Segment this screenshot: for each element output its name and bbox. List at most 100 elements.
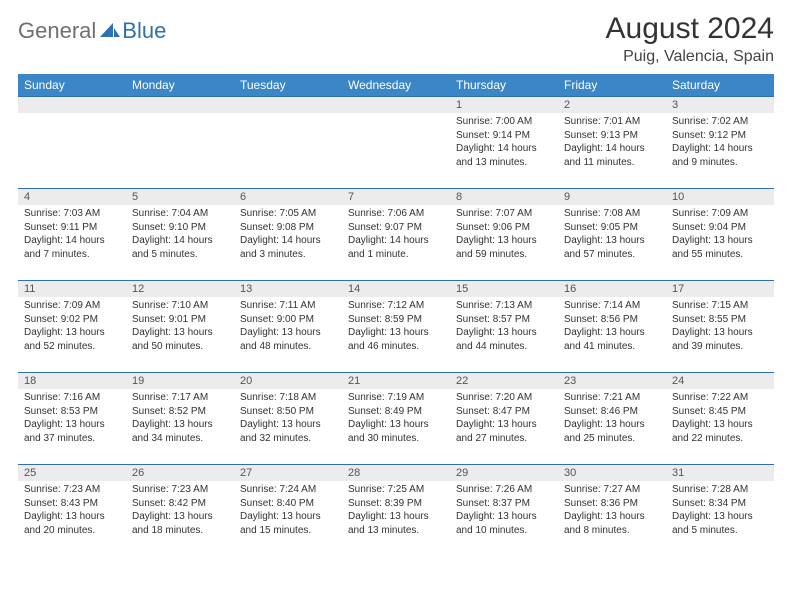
calendar-day-cell: 14Sunrise: 7:12 AMSunset: 8:59 PMDayligh… xyxy=(342,281,450,373)
weekday-header: Monday xyxy=(126,74,234,97)
day-data: Sunrise: 7:09 AMSunset: 9:02 PMDaylight:… xyxy=(18,297,126,357)
calendar-day-cell: 8Sunrise: 7:07 AMSunset: 9:06 PMDaylight… xyxy=(450,189,558,281)
day-data: Sunrise: 7:07 AMSunset: 9:06 PMDaylight:… xyxy=(450,205,558,265)
day-number: 9 xyxy=(558,189,666,205)
day-data: Sunrise: 7:08 AMSunset: 9:05 PMDaylight:… xyxy=(558,205,666,265)
calendar-week-row: 4Sunrise: 7:03 AMSunset: 9:11 PMDaylight… xyxy=(18,189,774,281)
logo-sail-icon xyxy=(100,20,120,43)
calendar-week-row: 18Sunrise: 7:16 AMSunset: 8:53 PMDayligh… xyxy=(18,373,774,465)
day-data: Sunrise: 7:10 AMSunset: 9:01 PMDaylight:… xyxy=(126,297,234,357)
day-number xyxy=(126,97,234,113)
day-number: 18 xyxy=(18,373,126,389)
calendar-day-cell: 12Sunrise: 7:10 AMSunset: 9:01 PMDayligh… xyxy=(126,281,234,373)
day-data: Sunrise: 7:20 AMSunset: 8:47 PMDaylight:… xyxy=(450,389,558,449)
calendar-week-row: 25Sunrise: 7:23 AMSunset: 8:43 PMDayligh… xyxy=(18,465,774,557)
day-number: 6 xyxy=(234,189,342,205)
day-number: 3 xyxy=(666,97,774,113)
day-number: 13 xyxy=(234,281,342,297)
calendar-day-cell: 4Sunrise: 7:03 AMSunset: 9:11 PMDaylight… xyxy=(18,189,126,281)
calendar-day-cell: 26Sunrise: 7:23 AMSunset: 8:42 PMDayligh… xyxy=(126,465,234,557)
calendar-head: SundayMondayTuesdayWednesdayThursdayFrid… xyxy=(18,74,774,97)
weekday-header: Friday xyxy=(558,74,666,97)
calendar-day-cell: 7Sunrise: 7:06 AMSunset: 9:07 PMDaylight… xyxy=(342,189,450,281)
calendar-day-cell: 29Sunrise: 7:26 AMSunset: 8:37 PMDayligh… xyxy=(450,465,558,557)
calendar-table: SundayMondayTuesdayWednesdayThursdayFrid… xyxy=(18,74,774,557)
calendar-day-cell: 24Sunrise: 7:22 AMSunset: 8:45 PMDayligh… xyxy=(666,373,774,465)
day-number: 8 xyxy=(450,189,558,205)
calendar-body: 1Sunrise: 7:00 AMSunset: 9:14 PMDaylight… xyxy=(18,97,774,557)
calendar-week-row: 11Sunrise: 7:09 AMSunset: 9:02 PMDayligh… xyxy=(18,281,774,373)
calendar-day-cell: 2Sunrise: 7:01 AMSunset: 9:13 PMDaylight… xyxy=(558,97,666,189)
day-data: Sunrise: 7:06 AMSunset: 9:07 PMDaylight:… xyxy=(342,205,450,265)
day-number: 4 xyxy=(18,189,126,205)
day-number: 17 xyxy=(666,281,774,297)
day-number: 7 xyxy=(342,189,450,205)
day-number: 21 xyxy=(342,373,450,389)
logo-text-general: General xyxy=(18,18,96,44)
day-data: Sunrise: 7:15 AMSunset: 8:55 PMDaylight:… xyxy=(666,297,774,357)
day-number: 24 xyxy=(666,373,774,389)
calendar-day-cell: 19Sunrise: 7:17 AMSunset: 8:52 PMDayligh… xyxy=(126,373,234,465)
day-number: 27 xyxy=(234,465,342,481)
weekday-header: Tuesday xyxy=(234,74,342,97)
day-number: 19 xyxy=(126,373,234,389)
calendar-day-cell: 31Sunrise: 7:28 AMSunset: 8:34 PMDayligh… xyxy=(666,465,774,557)
day-number: 30 xyxy=(558,465,666,481)
day-data: Sunrise: 7:25 AMSunset: 8:39 PMDaylight:… xyxy=(342,481,450,541)
day-data: Sunrise: 7:22 AMSunset: 8:45 PMDaylight:… xyxy=(666,389,774,449)
day-number: 10 xyxy=(666,189,774,205)
day-number: 14 xyxy=(342,281,450,297)
calendar-day-cell: 20Sunrise: 7:18 AMSunset: 8:50 PMDayligh… xyxy=(234,373,342,465)
calendar-day-cell: 17Sunrise: 7:15 AMSunset: 8:55 PMDayligh… xyxy=(666,281,774,373)
day-data: Sunrise: 7:28 AMSunset: 8:34 PMDaylight:… xyxy=(666,481,774,541)
day-number: 26 xyxy=(126,465,234,481)
day-data: Sunrise: 7:12 AMSunset: 8:59 PMDaylight:… xyxy=(342,297,450,357)
day-number xyxy=(342,97,450,113)
logo: General Blue xyxy=(18,18,166,44)
calendar-day-cell: 1Sunrise: 7:00 AMSunset: 9:14 PMDaylight… xyxy=(450,97,558,189)
day-data: Sunrise: 7:24 AMSunset: 8:40 PMDaylight:… xyxy=(234,481,342,541)
day-number: 16 xyxy=(558,281,666,297)
calendar-day-cell: 5Sunrise: 7:04 AMSunset: 9:10 PMDaylight… xyxy=(126,189,234,281)
day-number: 15 xyxy=(450,281,558,297)
day-number: 1 xyxy=(450,97,558,113)
calendar-day-cell: 3Sunrise: 7:02 AMSunset: 9:12 PMDaylight… xyxy=(666,97,774,189)
day-data: Sunrise: 7:21 AMSunset: 8:46 PMDaylight:… xyxy=(558,389,666,449)
calendar-day-cell: 13Sunrise: 7:11 AMSunset: 9:00 PMDayligh… xyxy=(234,281,342,373)
day-data: Sunrise: 7:11 AMSunset: 9:00 PMDaylight:… xyxy=(234,297,342,357)
calendar-day-cell: 16Sunrise: 7:14 AMSunset: 8:56 PMDayligh… xyxy=(558,281,666,373)
calendar-day-cell: 15Sunrise: 7:13 AMSunset: 8:57 PMDayligh… xyxy=(450,281,558,373)
day-data: Sunrise: 7:27 AMSunset: 8:36 PMDaylight:… xyxy=(558,481,666,541)
calendar-day-cell xyxy=(342,97,450,189)
calendar-day-cell: 10Sunrise: 7:09 AMSunset: 9:04 PMDayligh… xyxy=(666,189,774,281)
logo-text-blue: Blue xyxy=(122,18,166,44)
calendar-day-cell: 22Sunrise: 7:20 AMSunset: 8:47 PMDayligh… xyxy=(450,373,558,465)
day-number: 22 xyxy=(450,373,558,389)
calendar-week-row: 1Sunrise: 7:00 AMSunset: 9:14 PMDaylight… xyxy=(18,97,774,189)
day-number: 2 xyxy=(558,97,666,113)
day-data: Sunrise: 7:17 AMSunset: 8:52 PMDaylight:… xyxy=(126,389,234,449)
weekday-header: Sunday xyxy=(18,74,126,97)
calendar-day-cell: 9Sunrise: 7:08 AMSunset: 9:05 PMDaylight… xyxy=(558,189,666,281)
header: General Blue August 2024 Puig, Valencia,… xyxy=(18,12,774,66)
calendar-day-cell xyxy=(126,97,234,189)
day-data: Sunrise: 7:23 AMSunset: 8:43 PMDaylight:… xyxy=(18,481,126,541)
weekday-header: Wednesday xyxy=(342,74,450,97)
calendar-day-cell: 30Sunrise: 7:27 AMSunset: 8:36 PMDayligh… xyxy=(558,465,666,557)
day-number: 28 xyxy=(342,465,450,481)
calendar-day-cell: 25Sunrise: 7:23 AMSunset: 8:43 PMDayligh… xyxy=(18,465,126,557)
day-data: Sunrise: 7:26 AMSunset: 8:37 PMDaylight:… xyxy=(450,481,558,541)
day-number: 20 xyxy=(234,373,342,389)
day-data: Sunrise: 7:00 AMSunset: 9:14 PMDaylight:… xyxy=(450,113,558,173)
day-data: Sunrise: 7:03 AMSunset: 9:11 PMDaylight:… xyxy=(18,205,126,265)
weekday-header: Saturday xyxy=(666,74,774,97)
weekday-row: SundayMondayTuesdayWednesdayThursdayFrid… xyxy=(18,74,774,97)
day-number xyxy=(234,97,342,113)
day-number: 5 xyxy=(126,189,234,205)
day-data xyxy=(234,113,342,119)
day-number xyxy=(18,97,126,113)
day-number: 12 xyxy=(126,281,234,297)
calendar-day-cell: 18Sunrise: 7:16 AMSunset: 8:53 PMDayligh… xyxy=(18,373,126,465)
calendar-day-cell: 6Sunrise: 7:05 AMSunset: 9:08 PMDaylight… xyxy=(234,189,342,281)
calendar-page: General Blue August 2024 Puig, Valencia,… xyxy=(0,0,792,557)
